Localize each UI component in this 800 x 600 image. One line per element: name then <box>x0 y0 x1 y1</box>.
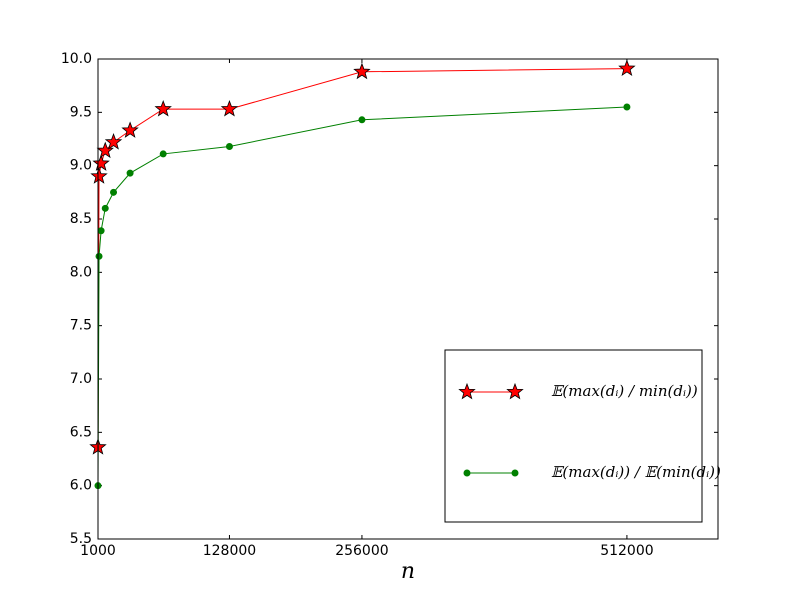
y-tick-label: 7.5 <box>70 318 92 334</box>
marker <box>121 121 139 138</box>
y-tick-label: 10.0 <box>61 51 92 67</box>
y-tick-label: 6.0 <box>70 478 92 494</box>
legend-label: 𝔼(max(dᵢ)) / 𝔼(min(dᵢ)) <box>551 463 721 481</box>
y-tick-label: 9.0 <box>70 158 92 174</box>
x-tick-label: 1000 <box>80 543 116 559</box>
legend-label: 𝔼(max(dᵢ) / min(dᵢ)) <box>551 382 698 400</box>
y-tick-label: 6.5 <box>70 424 92 440</box>
y-tick-label: 5.5 <box>70 531 92 547</box>
marker <box>225 142 233 150</box>
y-tick-label: 8.5 <box>70 211 92 227</box>
x-tick-label: 128000 <box>203 543 256 559</box>
marker <box>97 227 105 235</box>
marker <box>96 141 114 159</box>
x-axis-label: n <box>401 559 415 584</box>
y-tick-label: 9.5 <box>70 104 92 120</box>
marker <box>618 59 636 76</box>
marker <box>506 382 524 400</box>
marker <box>353 62 371 80</box>
marker <box>126 169 134 177</box>
x-tick-label: 512000 <box>600 543 653 559</box>
plot-frame <box>97 58 719 540</box>
series-line <box>97 106 627 486</box>
marker <box>101 204 109 212</box>
marker <box>159 150 167 158</box>
marker <box>623 103 631 111</box>
x-tick-label: 256000 <box>335 543 388 559</box>
series-line <box>97 68 627 448</box>
y-tick-label: 8.0 <box>70 264 92 280</box>
y-tick-label: 7.0 <box>70 371 92 387</box>
marker <box>110 188 118 196</box>
marker <box>154 99 172 117</box>
marker <box>458 382 476 400</box>
marker <box>104 133 123 150</box>
marker <box>92 154 110 171</box>
marker <box>90 167 108 184</box>
marker <box>463 469 471 477</box>
marker <box>358 116 366 124</box>
marker <box>95 252 103 260</box>
marker <box>220 99 239 117</box>
marker <box>511 469 519 477</box>
legend-box <box>444 349 703 523</box>
